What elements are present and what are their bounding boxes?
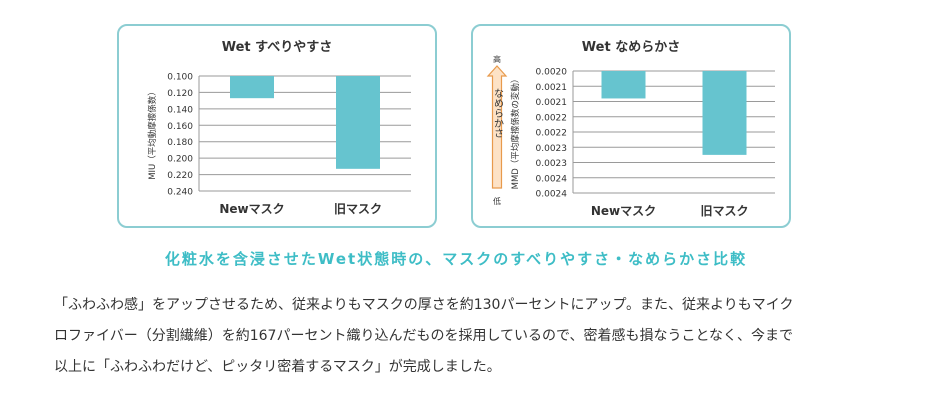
- y-tick-label: 0.220: [167, 171, 193, 181]
- y-tick-label: 0.120: [167, 89, 193, 99]
- y-axis-label: MIU（平均動摩擦係数）: [147, 87, 158, 180]
- y-tick-label: 0.160: [167, 122, 193, 132]
- slipperiness-bar-chart: 0.100 0.120 0.140 0.160 0.180 0.200 0.220 0.240…: [147, 73, 411, 216]
- body-line: 「ふわふわ感」をアップさせるため、従来よりもマスクの厚さを約130パーセントにア…: [54, 297, 794, 313]
- figure-caption: 化粧水を含浸させたWet状態時の、マスクのすべりやすさ・なめらかさ比較: [164, 250, 748, 268]
- body-paragraph: 「ふわふわ感」をアップさせるため、従来よりもマスクの厚さを約130パーセントにア…: [54, 290, 874, 383]
- bar-old-mask: [336, 76, 380, 169]
- up-arrow-icon: [486, 65, 508, 189]
- x-tick-label: 旧マスク: [700, 204, 748, 218]
- chart-panel-smoothness: Wet なめらかさ 0.0020 0.0021 0.0021 0.0022 0.0022…: [471, 24, 791, 228]
- bar-new-mask: [601, 71, 646, 99]
- y-tick-label: 0.0021: [536, 98, 568, 108]
- y-tick-label: 0.140: [167, 105, 193, 115]
- x-tick-label: Newマスク: [591, 204, 656, 218]
- y-tick-label: 0.200: [167, 155, 193, 165]
- arrow-label: なめらかさ: [492, 88, 504, 138]
- bar-new-mask: [230, 76, 274, 99]
- smoothness-bar-chart: 0.0020 0.0021 0.0021 0.0022 0.0022 0.0023 0.00…: [486, 54, 775, 218]
- y-axis-label: MMD（平均摩擦係数の変動）: [510, 75, 521, 190]
- y-tick-label: 0.240: [167, 188, 193, 198]
- chart-title: Wet なめらかさ: [581, 40, 681, 55]
- y-tick-label: 0.0024: [536, 174, 568, 184]
- y-tick-label: 0.0020: [536, 68, 568, 78]
- y-tick-label: 0.0023: [536, 144, 568, 154]
- x-tick-label: 旧マスク: [334, 202, 382, 216]
- y-tick-label: 0.180: [167, 138, 193, 148]
- y-tick-label: 0.0024: [536, 190, 568, 200]
- chart-title: Wet すべりやすさ: [221, 40, 333, 55]
- chart-panel-slipperiness: Wet すべりやすさ 0.100 0.120 0.140 0.160 0.180 0.20…: [117, 24, 437, 228]
- y-tick-label: 0.0023: [536, 159, 568, 169]
- x-tick-label: Newマスク: [219, 202, 284, 216]
- y-tick-label: 0.100: [167, 73, 193, 83]
- bar-old-mask: [702, 71, 747, 155]
- body-line: 以上に「ふわふわだけど、ピッタリ密着するマスク」が完成しました。: [54, 359, 501, 375]
- y-tick-label: 0.0022: [536, 113, 568, 123]
- y-tick-label: 0.0021: [536, 83, 568, 93]
- arrow-low-label: 低: [493, 196, 501, 206]
- body-line: ロファイバー（分割繊維）を約167パーセント織り込んだものを採用しているので、密…: [54, 328, 794, 344]
- y-tick-label: 0.0022: [536, 129, 568, 139]
- arrow-high-label: 高: [493, 54, 501, 64]
